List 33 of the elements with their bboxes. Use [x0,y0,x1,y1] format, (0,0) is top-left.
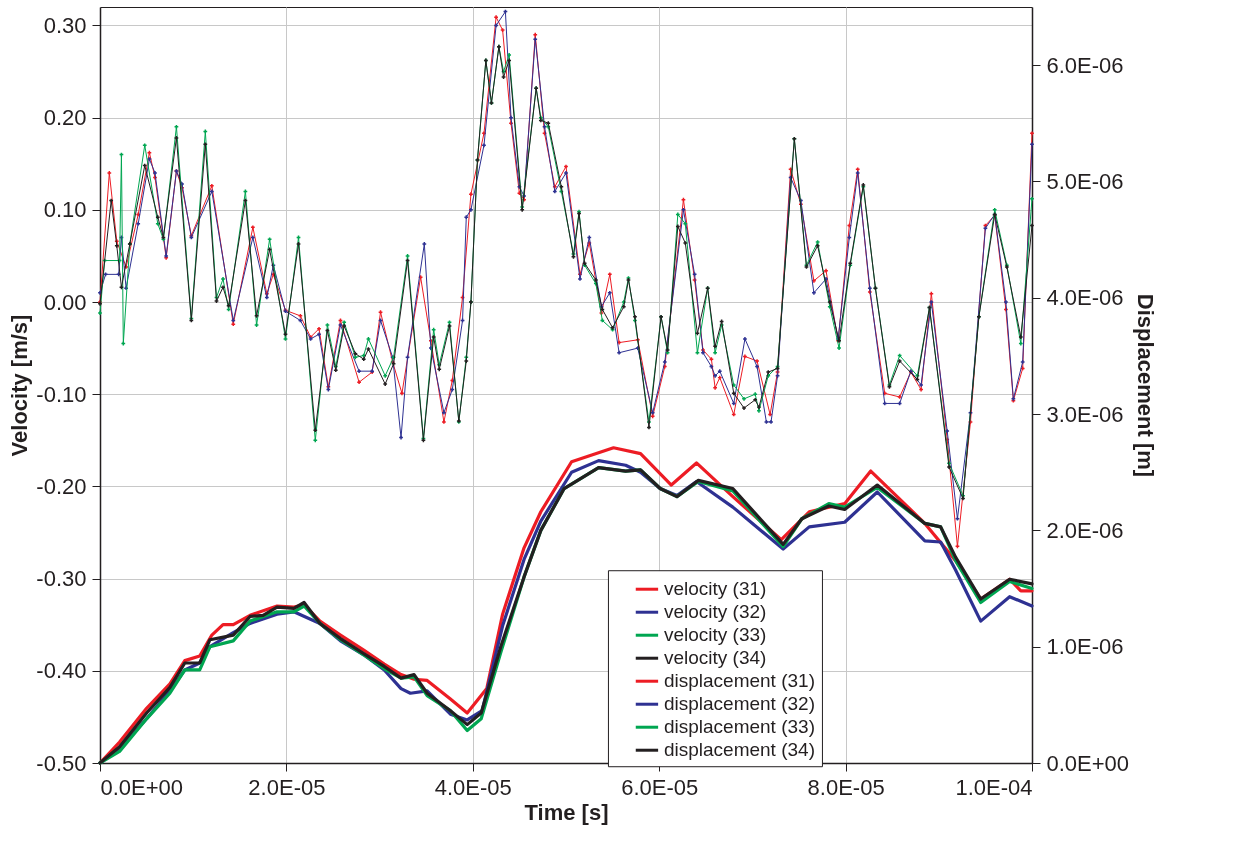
y-tick-label: -0.50 [36,750,87,776]
legend-label: displacement (32) [663,693,815,715]
y-tick-label: -0.40 [36,658,87,684]
legend-label: displacement (33) [663,716,815,738]
y-tick-label: 0.00 [43,289,87,315]
x-tick-label: 4.0E-05 [434,774,512,800]
y2-tick-label: 1.0E-06 [1046,634,1124,660]
y2-tick-label: 6.0E-06 [1046,52,1124,78]
y-tick-label: 0.10 [43,197,87,223]
y2-axis-title: Displacement [m] [1133,293,1159,478]
y-tick-label: -0.30 [36,566,87,592]
y-tick-label: -0.10 [36,381,87,407]
y2-tick-label: 5.0E-06 [1046,168,1124,194]
y2-tick-label: 2.0E-06 [1046,517,1124,543]
y2-tick-label: 4.0E-06 [1046,285,1124,311]
legend-label: velocity (34) [663,647,767,669]
legend-label: displacement (34) [663,739,815,761]
y-axis-title: Velocity [m/s] [7,314,33,457]
x-tick-label: 6.0E-05 [621,774,699,800]
y-tick-label: 0.30 [43,12,87,38]
x-tick-label: 8.0E-05 [807,774,885,800]
y-tick-label: -0.20 [36,473,87,499]
y2-tick-label: 0.0E+00 [1046,750,1130,776]
x-tick-label: 1.0E-04 [955,774,1033,800]
legend-label: velocity (33) [663,624,767,646]
x-tick-label: 2.0E-05 [248,774,326,800]
y2-tick-label: 3.0E-06 [1046,401,1124,427]
x-tick-label: 0.0E+00 [100,774,184,800]
x-axis-title: Time [s] [524,799,609,825]
legend-label: velocity (32) [663,601,767,623]
legend-label: displacement (31) [663,670,815,692]
legend-label: velocity (31) [663,578,767,600]
y-tick-label: 0.20 [43,105,87,131]
